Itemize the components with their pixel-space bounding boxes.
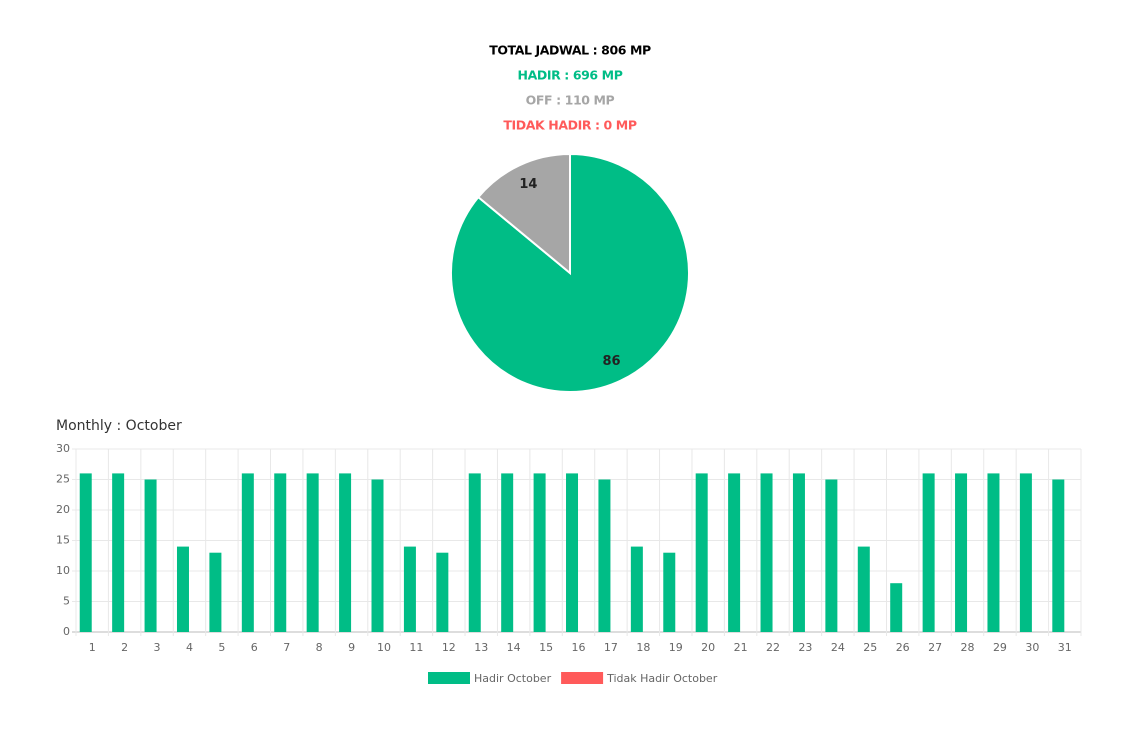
bar [501, 473, 514, 632]
x-tick-label: 10 [377, 641, 391, 654]
bar [695, 473, 708, 632]
bar [403, 546, 416, 632]
pie-label: 14 [519, 177, 537, 192]
bar [598, 479, 611, 632]
bar [955, 473, 968, 632]
bar [436, 552, 449, 632]
x-tick-label: 15 [539, 641, 553, 654]
total-summary: TOTAL JADWAL : 806 MP [489, 43, 651, 58]
x-tick-label: 17 [604, 641, 618, 654]
x-tick-label: 23 [798, 641, 812, 654]
bar [241, 473, 254, 632]
y-tick-label: 30 [56, 442, 70, 455]
legend-swatch [428, 672, 470, 684]
pie-label: 86 [603, 354, 621, 369]
x-tick-label: 14 [507, 641, 521, 654]
bar [663, 552, 676, 632]
x-tick-label: 18 [636, 641, 650, 654]
bar [306, 473, 319, 632]
bar [176, 546, 189, 632]
bar [79, 473, 92, 632]
x-tick-label: 5 [218, 641, 225, 654]
x-tick-label: 12 [442, 641, 456, 654]
x-tick-label: 4 [186, 641, 193, 654]
y-tick-label: 20 [56, 503, 70, 516]
bar [857, 546, 870, 632]
pie-slice [476, 152, 571, 276]
tidak-hadir-summary: TIDAK HADIR : 0 MP [503, 118, 636, 133]
x-tick-label: 29 [993, 641, 1007, 654]
x-tick-label: 3 [154, 641, 161, 654]
bar [890, 583, 903, 632]
x-tick-label: 26 [896, 641, 910, 654]
bar [566, 473, 579, 632]
bar [630, 546, 643, 632]
bar [792, 473, 805, 632]
x-tick-label: 9 [348, 641, 355, 654]
x-tick-label: 28 [961, 641, 975, 654]
bar [144, 479, 157, 632]
y-tick-label: 5 [63, 595, 70, 608]
legend-swatch [561, 672, 604, 684]
x-tick-label: 31 [1058, 641, 1072, 654]
y-tick-label: 10 [56, 564, 70, 577]
bar [339, 473, 352, 632]
x-tick-label: 22 [766, 641, 780, 654]
bar [274, 473, 287, 632]
x-tick-label: 19 [669, 641, 683, 654]
legend-label: Hadir October [474, 672, 552, 685]
y-tick-label: 25 [56, 473, 70, 486]
x-tick-label: 1 [89, 641, 96, 654]
bar [1019, 473, 1032, 632]
x-tick-label: 21 [734, 641, 748, 654]
bar [371, 479, 384, 632]
x-tick-label: 30 [1025, 641, 1039, 654]
bar [209, 552, 222, 632]
x-tick-label: 24 [831, 641, 845, 654]
y-tick-label: 15 [56, 534, 70, 547]
x-tick-label: 8 [316, 641, 323, 654]
bar [987, 473, 1000, 632]
x-tick-label: 25 [863, 641, 877, 654]
legend-label: Tidak Hadir October [606, 672, 718, 685]
y-tick-label: 0 [63, 625, 70, 638]
bar-chart-title: Monthly : October [56, 418, 182, 434]
bar [825, 479, 838, 632]
x-tick-label: 27 [928, 641, 942, 654]
bar [112, 473, 125, 632]
x-tick-label: 7 [283, 641, 290, 654]
bar [468, 473, 481, 632]
x-tick-label: 13 [474, 641, 488, 654]
bar [922, 473, 935, 632]
bar [728, 473, 741, 632]
bar [533, 473, 546, 632]
off-summary: OFF : 110 MP [526, 93, 615, 108]
bar [760, 473, 773, 632]
hadir-summary: HADIR : 696 MP [518, 68, 623, 83]
x-tick-label: 2 [121, 641, 128, 654]
x-tick-label: 20 [701, 641, 715, 654]
x-tick-label: 11 [409, 641, 423, 654]
x-tick-label: 6 [251, 641, 258, 654]
x-tick-label: 16 [572, 641, 586, 654]
bar [1052, 479, 1065, 632]
